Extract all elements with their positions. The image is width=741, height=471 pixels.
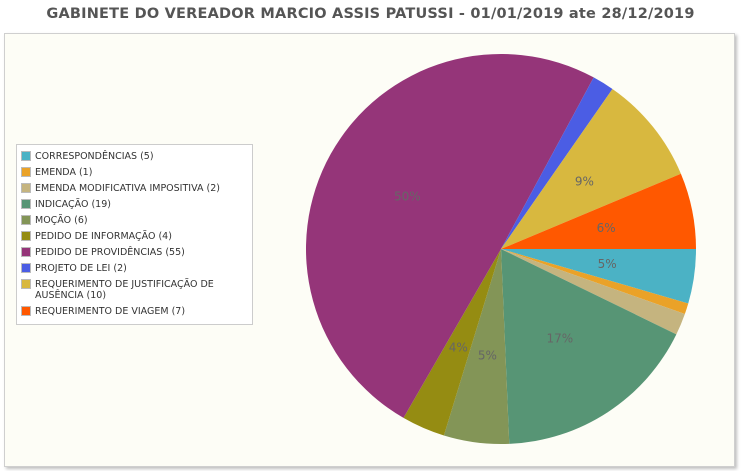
legend-swatch <box>21 247 31 257</box>
pie-slice-8[interactable] <box>501 89 681 249</box>
legend-swatch <box>21 263 31 273</box>
legend-swatch <box>21 231 31 241</box>
legend-label: EMENDA MODIFICATIVA IMPOSITIVA (2) <box>35 183 220 194</box>
pie-slice-0[interactable] <box>501 249 696 304</box>
legend-swatch <box>21 199 31 209</box>
slice-label-4: 5% <box>478 348 497 362</box>
chart-title: GABINETE DO VEREADOR MARCIO ASSIS PATUSS… <box>46 6 695 22</box>
pie-slice-6[interactable] <box>305 53 594 418</box>
legend-item-2[interactable]: EMENDA MODIFICATIVA IMPOSITIVA (2) <box>19 183 250 194</box>
pie-slice-4[interactable] <box>443 249 510 445</box>
legend-swatch <box>21 183 31 193</box>
legend-label: REQUERIMENTO DE VIAGEM (7) <box>35 306 186 317</box>
slice-label-9: 6% <box>597 221 616 235</box>
legend-swatch <box>21 151 31 161</box>
legend-item-0[interactable]: CORRESPONDÊNCIAS (5) <box>19 151 250 162</box>
legend-swatch <box>21 306 31 316</box>
legend-item-1[interactable]: EMENDA (1) <box>19 167 250 178</box>
pie-slice-7[interactable] <box>501 77 613 250</box>
pie-slice-2[interactable] <box>501 249 685 335</box>
pie-slice-5[interactable] <box>403 249 502 436</box>
slice-label-6: 50% <box>394 190 421 204</box>
slice-label-0: 5% <box>598 257 617 271</box>
legend-item-9[interactable]: REQUERIMENTO DE VIAGEM (7) <box>19 306 250 317</box>
legend-item-7[interactable]: PROJETO DE LEI (2) <box>19 263 250 274</box>
legend-label: EMENDA (1) <box>35 167 93 178</box>
legend-swatch <box>21 215 31 225</box>
pie-slice-1[interactable] <box>501 249 689 314</box>
legend-label: MOÇÃO (6) <box>35 215 88 226</box>
legend-label: PROJETO DE LEI (2) <box>35 263 127 274</box>
pie-slice-3[interactable] <box>501 249 677 444</box>
legend-label: REQUERIMENTO DE JUSTIFICAÇÃO DE AUSÊNCIA… <box>35 279 214 301</box>
legend-label: PEDIDO DE INFORMAÇÃO (4) <box>35 231 172 242</box>
slice-label-5: 4% <box>449 340 468 354</box>
legend-label: INDICAÇÃO (19) <box>35 199 111 210</box>
legend-item-4[interactable]: MOÇÃO (6) <box>19 215 250 226</box>
legend: CORRESPONDÊNCIAS (5) EMENDA (1) EMENDA MOD… <box>16 144 253 325</box>
legend-item-8[interactable]: REQUERIMENTO DE JUSTIFICAÇÃO DE AUSÊNCIA… <box>19 279 250 301</box>
slice-label-3: 17% <box>546 332 573 346</box>
legend-item-3[interactable]: INDICAÇÃO (19) <box>19 199 250 210</box>
legend-label: CORRESPONDÊNCIAS (5) <box>35 151 154 162</box>
slice-label-8: 9% <box>575 175 594 189</box>
legend-swatch <box>21 279 31 289</box>
legend-label: PEDIDO DE PROVIDÊNCIAS (55) <box>35 247 185 258</box>
legend-swatch <box>21 167 31 177</box>
legend-item-5[interactable]: PEDIDO DE INFORMAÇÃO (4) <box>19 231 250 242</box>
legend-item-6[interactable]: PEDIDO DE PROVIDÊNCIAS (55) <box>19 247 250 258</box>
pie-slice-9[interactable] <box>501 173 696 249</box>
